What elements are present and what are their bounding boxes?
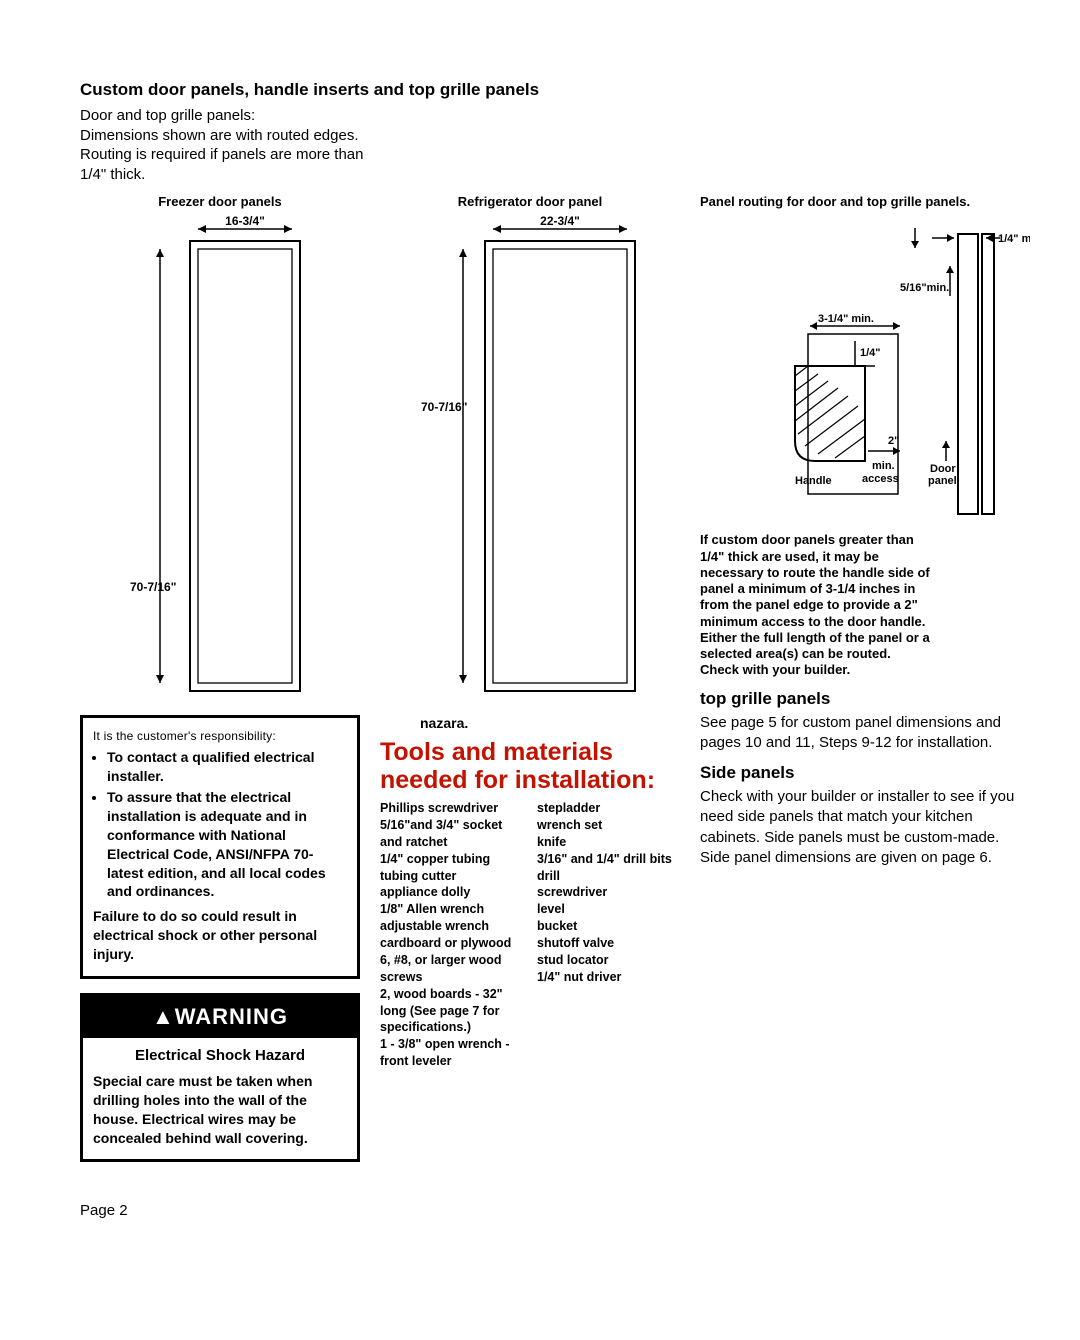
tool-item: 2, wood boards - 32" long (See page 7 fo… (380, 986, 523, 1037)
responsibility-box: It is the customer's responsibility: To … (80, 715, 360, 979)
tool-item: bucket (537, 918, 680, 935)
header-block: Custom door panels, handle inserts and t… (80, 80, 1020, 184)
svg-text:Handle: Handle (795, 475, 832, 487)
main-columns: Freezer door panels 16-3/4" 70-7/16" It … (80, 194, 1020, 1162)
tool-item: wrench set (537, 817, 680, 834)
freezer-label: Freezer door panels (80, 194, 360, 209)
tool-item: level (537, 901, 680, 918)
svg-text:Door: Door (930, 463, 956, 475)
tool-item: 1/8" Allen wrench (380, 901, 523, 918)
fridge-label: Refrigerator door panel (380, 194, 680, 209)
tool-item: screwdriver (537, 884, 680, 901)
tool-item: stud locator (537, 952, 680, 969)
tools-heading: Tools and materials needed for installat… (380, 739, 680, 794)
warning-body: Special care must be taken when drilling… (93, 1073, 312, 1146)
tool-item: tubing cutter (380, 868, 523, 885)
side-body: Check with your builder or installer to … (700, 787, 1020, 868)
tool-list-left: Phillips screwdriver5/16"and 3/4" socket… (380, 800, 523, 1070)
resp-item-1: To contact a qualified electrical instal… (107, 748, 347, 786)
intro-text: Door and top grille panels: Dimensions s… (80, 106, 380, 184)
side-heading: Side panels (700, 763, 1020, 783)
freezer-diagram: 16-3/4" 70-7/16" (120, 211, 320, 711)
routing-diagram: 1/4" max. 5/16"min. 3-1/4" min. 1/4" (700, 216, 1030, 526)
warning-sub: Electrical Shock Hazard (93, 1046, 347, 1066)
tool-item: shutoff valve (537, 935, 680, 952)
freezer-height: 70-7/16" (130, 580, 176, 594)
tool-item: 5/16"and 3/4" socket and ratchet (380, 817, 523, 851)
column-2: Refrigerator door panel 22-3/4" 70-7/16"… (380, 194, 680, 1162)
fridge-height: 70-7/16" (421, 400, 467, 414)
tool-item: stepladder (537, 800, 680, 817)
resp-lead: It is the customer's responsibility: (93, 728, 347, 744)
nazara-text: nazara. (420, 715, 680, 731)
column-3: Panel routing for door and top grille pa… (700, 194, 1020, 1162)
tool-item: appliance dolly (380, 884, 523, 901)
routing-note: If custom door panels greater than 1/4" … (700, 532, 930, 678)
svg-text:5/16"min.: 5/16"min. (900, 282, 949, 294)
routing-title: Panel routing for door and top grille pa… (700, 194, 1020, 210)
svg-text:2": 2" (888, 435, 899, 447)
tool-item: Phillips screwdriver (380, 800, 523, 817)
tool-item: 1/4" nut driver (537, 969, 680, 986)
tool-item: 6, #8, or larger wood screws (380, 952, 523, 986)
page-number: Page 2 (80, 1202, 1020, 1219)
svg-text:panel: panel (928, 475, 957, 487)
svg-text:access: access (862, 473, 899, 485)
resp-item-2: To assure that the electrical installati… (107, 788, 347, 901)
grille-body: See page 5 for custom panel dimensions a… (700, 713, 1020, 754)
warning-banner: ▲WARNING (83, 996, 357, 1038)
tool-lists: Phillips screwdriver5/16"and 3/4" socket… (380, 800, 680, 1070)
tool-item: cardboard or plywood (380, 935, 523, 952)
warning-box: ▲WARNING Electrical Shock Hazard Special… (80, 993, 360, 1163)
tool-item: knife (537, 834, 680, 851)
grille-heading: top grille panels (700, 689, 1020, 709)
fridge-width: 22-3/4" (540, 214, 580, 228)
svg-text:min.: min. (872, 460, 895, 472)
column-1: Freezer door panels 16-3/4" 70-7/16" It … (80, 194, 360, 1162)
tool-item: 1 - 3/8" open wrench - front leveler (380, 1036, 523, 1070)
svg-text:3-1/4" min.: 3-1/4" min. (818, 313, 874, 325)
svg-text:1/4": 1/4" (860, 347, 881, 359)
resp-fail: Failure to do so could result in electri… (93, 908, 317, 962)
page: Custom door panels, handle inserts and t… (0, 0, 1080, 1259)
freezer-width: 16-3/4" (225, 214, 265, 228)
fridge-diagram: 22-3/4" 70-7/16" (415, 211, 645, 711)
tool-list-right: stepladderwrench setknife3/16" and 1/4" … (537, 800, 680, 1070)
page-title: Custom door panels, handle inserts and t… (80, 80, 1020, 100)
tool-item: 3/16" and 1/4" drill bits (537, 851, 680, 868)
tool-item: drill (537, 868, 680, 885)
tool-item: 1/4" copper tubing (380, 851, 523, 868)
tool-item: adjustable wrench (380, 918, 523, 935)
svg-text:1/4" max.: 1/4" max. (998, 233, 1030, 245)
